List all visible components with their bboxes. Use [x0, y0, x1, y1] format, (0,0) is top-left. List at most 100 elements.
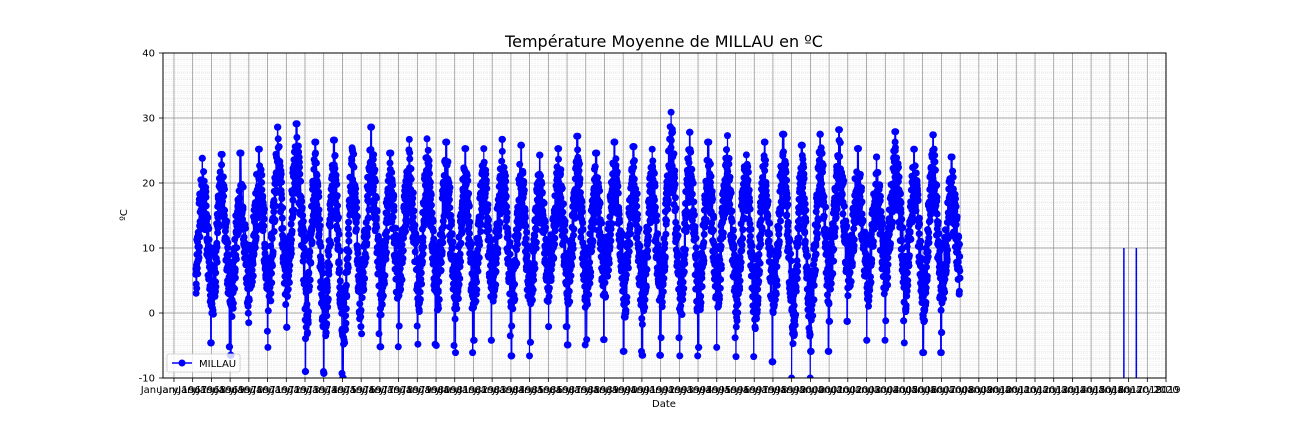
data-point [233, 244, 241, 252]
data-point [414, 340, 422, 348]
data-point [697, 299, 705, 307]
data-point [800, 175, 808, 182]
data-point [399, 247, 407, 255]
data-point [775, 238, 783, 245]
data-point [308, 227, 316, 235]
data-point [232, 255, 240, 263]
data-point [725, 154, 733, 162]
data-point [285, 279, 293, 286]
data-point [558, 184, 566, 192]
data-point [843, 222, 851, 230]
data-point [268, 235, 276, 243]
data-point [810, 296, 818, 304]
data-point [809, 312, 817, 320]
data-point [212, 269, 220, 277]
data-point [669, 128, 677, 136]
data-point [600, 336, 608, 344]
data-point [819, 168, 826, 176]
data-point [440, 222, 448, 230]
data-point [755, 277, 763, 285]
data-point [780, 130, 788, 138]
data-point [746, 205, 754, 213]
data-point [327, 240, 335, 248]
data-point [672, 204, 680, 212]
data-point [381, 280, 388, 288]
data-point [836, 153, 844, 160]
data-point [372, 194, 380, 202]
data-point [453, 305, 461, 313]
data-point [538, 189, 546, 196]
data-point [819, 161, 827, 169]
data-point [564, 341, 572, 349]
data-point [561, 217, 569, 225]
data-point [396, 265, 404, 272]
data-point [667, 144, 675, 152]
data-point [850, 225, 858, 233]
data-point [258, 186, 266, 194]
data-point [218, 150, 226, 158]
data-point [790, 302, 798, 310]
data-point [469, 349, 477, 357]
data-point [782, 168, 790, 176]
data-point [295, 148, 303, 156]
data-point [462, 145, 470, 153]
data-point [195, 243, 203, 251]
data-point [677, 302, 685, 310]
data-point [248, 278, 256, 286]
data-point [733, 317, 741, 325]
data-point [838, 191, 846, 198]
data-point [579, 219, 587, 227]
data-point [304, 308, 312, 316]
data-point [317, 278, 325, 286]
data-point [228, 313, 236, 320]
data-point [221, 185, 228, 193]
data-point [243, 261, 251, 269]
data-point [296, 170, 304, 178]
data-point [508, 322, 516, 330]
data-point [468, 240, 475, 248]
data-point [574, 132, 582, 140]
data-point [449, 238, 457, 246]
data-point [521, 214, 529, 222]
data-point [654, 241, 662, 249]
data-point [229, 299, 237, 307]
data-point [732, 353, 740, 361]
data-point [717, 265, 725, 273]
data-point [377, 311, 385, 319]
data-point [820, 212, 828, 220]
data-point [485, 216, 492, 224]
data-point [358, 330, 366, 338]
data-point [542, 224, 549, 232]
data-point [331, 164, 339, 172]
data-point [205, 225, 213, 233]
data-point [317, 256, 325, 264]
data-point [858, 210, 866, 218]
data-point [333, 236, 341, 244]
data-point [644, 247, 652, 255]
data-point [373, 223, 380, 231]
data-point [630, 163, 638, 171]
data-point [492, 268, 500, 276]
data-point [202, 188, 210, 195]
data-point [734, 300, 742, 308]
data-point [319, 269, 327, 277]
data-point [706, 160, 714, 168]
data-point [344, 225, 352, 232]
data-point [239, 183, 247, 191]
data-point [372, 214, 380, 222]
data-point [383, 228, 391, 236]
data-point [671, 180, 679, 188]
series-millau [192, 108, 1138, 378]
data-point [576, 189, 584, 197]
data-point [456, 275, 464, 282]
data-point [801, 200, 809, 208]
data-point [766, 230, 773, 238]
data-point [761, 138, 769, 146]
data-point [371, 166, 379, 174]
data-point [691, 223, 699, 231]
data-point [335, 265, 343, 273]
data-point [278, 214, 286, 222]
data-point [435, 296, 443, 303]
data-point [569, 245, 577, 253]
data-point [729, 226, 737, 234]
